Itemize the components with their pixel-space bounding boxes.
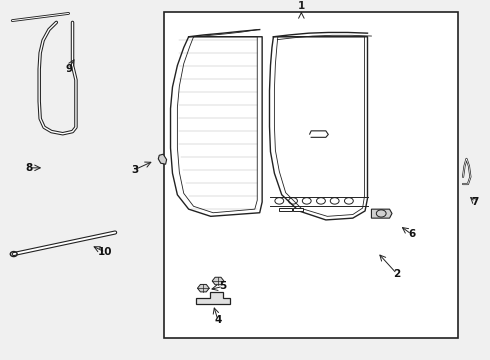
Bar bbox=[279, 208, 292, 211]
Text: 1: 1 bbox=[298, 1, 305, 11]
Text: 2: 2 bbox=[393, 269, 400, 279]
Text: 6: 6 bbox=[408, 229, 415, 239]
Polygon shape bbox=[196, 292, 230, 304]
Polygon shape bbox=[158, 154, 167, 164]
Text: 9: 9 bbox=[65, 64, 72, 74]
Text: 7: 7 bbox=[471, 197, 479, 207]
Polygon shape bbox=[197, 284, 209, 292]
Text: 8: 8 bbox=[26, 163, 33, 173]
Polygon shape bbox=[212, 277, 224, 285]
Bar bbox=[293, 208, 303, 211]
Text: 10: 10 bbox=[98, 247, 113, 257]
Text: 3: 3 bbox=[131, 165, 138, 175]
Text: 4: 4 bbox=[214, 315, 222, 325]
Polygon shape bbox=[371, 209, 392, 218]
Text: 5: 5 bbox=[220, 282, 226, 291]
Bar bbox=[164, 12, 458, 338]
